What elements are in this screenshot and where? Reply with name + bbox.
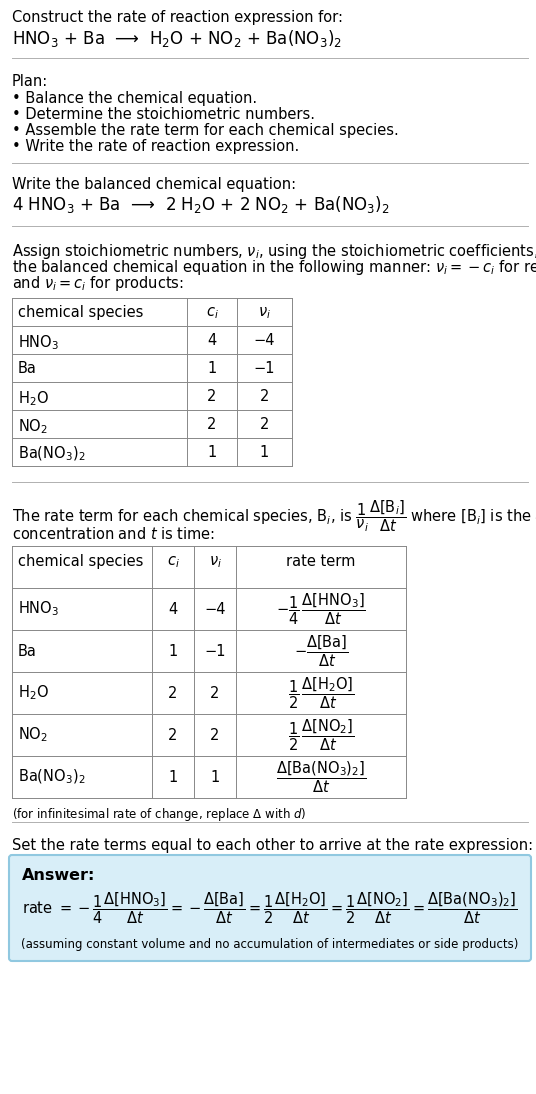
Text: Ba(NO$_3$)$_2$: Ba(NO$_3$)$_2$ (18, 768, 86, 787)
Text: $\nu_i$: $\nu_i$ (209, 554, 221, 570)
Text: • Determine the stoichiometric numbers.: • Determine the stoichiometric numbers. (12, 107, 315, 123)
Text: 1: 1 (260, 445, 269, 459)
Text: $\dfrac{1}{2}\,\dfrac{\Delta[\mathrm{H_2O}]}{\Delta t}$: $\dfrac{1}{2}\,\dfrac{\Delta[\mathrm{H_2… (288, 675, 354, 711)
Text: 1: 1 (207, 361, 217, 376)
Text: $c_i$: $c_i$ (167, 554, 180, 570)
Text: • Balance the chemical equation.: • Balance the chemical equation. (12, 91, 257, 106)
Text: 4: 4 (168, 602, 177, 617)
Text: rate $= -\dfrac{1}{4}\dfrac{\Delta[\mathrm{HNO_3}]}{\Delta t} = -\dfrac{\Delta[\: rate $= -\dfrac{1}{4}\dfrac{\Delta[\math… (22, 891, 518, 926)
Text: Ba(NO$_3$)$_2$: Ba(NO$_3$)$_2$ (18, 445, 86, 464)
Text: HNO$_3$: HNO$_3$ (18, 333, 59, 351)
Text: 1: 1 (168, 643, 177, 659)
Text: 2: 2 (207, 417, 217, 432)
Text: $\dfrac{\Delta[\mathrm{Ba(NO_3)_2}]}{\Delta t}$: $\dfrac{\Delta[\mathrm{Ba(NO_3)_2}]}{\De… (276, 759, 366, 794)
Text: HNO$_3$: HNO$_3$ (18, 600, 59, 618)
Text: −4: −4 (204, 602, 226, 617)
Text: 1: 1 (207, 445, 217, 459)
Text: Construct the rate of reaction expression for:: Construct the rate of reaction expressio… (12, 10, 343, 25)
Text: HNO$_3$ + Ba  ⟶  H$_2$O + NO$_2$ + Ba(NO$_3$)$_2$: HNO$_3$ + Ba ⟶ H$_2$O + NO$_2$ + Ba(NO$_… (12, 28, 342, 49)
Text: 2: 2 (168, 686, 178, 700)
Text: H$_2$O: H$_2$O (18, 684, 49, 702)
Text: $\dfrac{1}{2}\,\dfrac{\Delta[\mathrm{NO_2}]}{\Delta t}$: $\dfrac{1}{2}\,\dfrac{\Delta[\mathrm{NO_… (288, 718, 354, 753)
Text: The rate term for each chemical species, B$_i$, is $\dfrac{1}{\nu_i}\dfrac{\Delt: The rate term for each chemical species,… (12, 498, 536, 534)
Text: (assuming constant volume and no accumulation of intermediates or side products): (assuming constant volume and no accumul… (21, 938, 519, 951)
Text: Answer:: Answer: (22, 868, 95, 883)
Text: • Assemble the rate term for each chemical species.: • Assemble the rate term for each chemic… (12, 123, 399, 138)
Text: rate term: rate term (286, 554, 356, 569)
Text: $-\dfrac{1}{4}\,\dfrac{\Delta[\mathrm{HNO_3}]}{\Delta t}$: $-\dfrac{1}{4}\,\dfrac{\Delta[\mathrm{HN… (276, 591, 366, 627)
Text: 2: 2 (260, 417, 269, 432)
Text: 1: 1 (210, 769, 220, 784)
Text: −1: −1 (204, 643, 226, 659)
Text: $c_i$: $c_i$ (206, 305, 218, 321)
Text: 2: 2 (260, 389, 269, 404)
Text: Ba: Ba (18, 643, 37, 659)
Text: NO$_2$: NO$_2$ (18, 725, 48, 744)
Text: • Write the rate of reaction expression.: • Write the rate of reaction expression. (12, 139, 299, 154)
Text: −1: −1 (254, 361, 276, 376)
Text: 1: 1 (168, 769, 177, 784)
Text: chemical species: chemical species (18, 554, 143, 569)
Text: 4 HNO$_3$ + Ba  ⟶  2 H$_2$O + 2 NO$_2$ + Ba(NO$_3$)$_2$: 4 HNO$_3$ + Ba ⟶ 2 H$_2$O + 2 NO$_2$ + B… (12, 194, 390, 216)
FancyBboxPatch shape (9, 856, 531, 961)
Text: 2: 2 (210, 686, 220, 700)
Text: Assign stoichiometric numbers, $\nu_i$, using the stoichiometric coefficients, $: Assign stoichiometric numbers, $\nu_i$, … (12, 242, 536, 261)
Text: 2: 2 (210, 728, 220, 743)
Text: Set the rate terms equal to each other to arrive at the rate expression:: Set the rate terms equal to each other t… (12, 838, 533, 853)
Text: Write the balanced chemical equation:: Write the balanced chemical equation: (12, 177, 296, 193)
Text: 2: 2 (168, 728, 178, 743)
Text: H$_2$O: H$_2$O (18, 389, 49, 408)
Text: 2: 2 (207, 389, 217, 404)
Text: NO$_2$: NO$_2$ (18, 417, 48, 435)
Text: Plan:: Plan: (12, 74, 48, 89)
Text: $\nu_i$: $\nu_i$ (258, 305, 271, 321)
Text: the balanced chemical equation in the following manner: $\nu_i = -c_i$ for react: the balanced chemical equation in the fo… (12, 258, 536, 277)
Text: (for infinitesimal rate of change, replace Δ with $d$): (for infinitesimal rate of change, repla… (12, 806, 307, 823)
Text: −4: −4 (254, 333, 276, 348)
Text: Ba: Ba (18, 361, 37, 376)
Text: $-\dfrac{\Delta[\mathrm{Ba}]}{\Delta t}$: $-\dfrac{\Delta[\mathrm{Ba}]}{\Delta t}$ (294, 633, 348, 668)
Text: chemical species: chemical species (18, 305, 143, 321)
Text: 4: 4 (207, 333, 217, 348)
Text: concentration and $t$ is time:: concentration and $t$ is time: (12, 526, 215, 542)
Text: and $\nu_i = c_i$ for products:: and $\nu_i = c_i$ for products: (12, 274, 184, 293)
